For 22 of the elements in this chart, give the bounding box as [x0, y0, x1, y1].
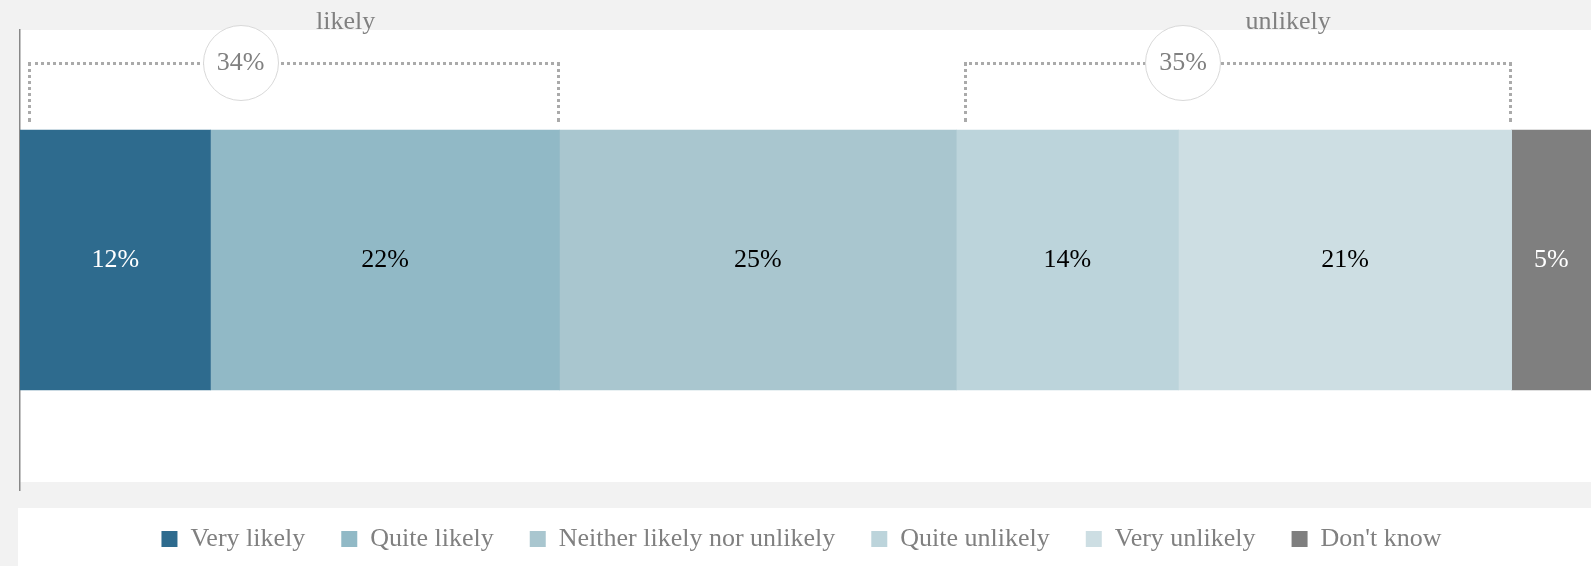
legend-label: Very unlikely	[1114, 522, 1256, 552]
legend-label: Neither likely nor unlikely	[558, 522, 836, 552]
bar	[559, 129, 957, 391]
text: 34%	[216, 47, 265, 77]
data-label: 22%	[361, 243, 409, 273]
legend-label: Quite likely	[370, 522, 494, 552]
text: unlikely	[1245, 6, 1331, 36]
legend-label: Don't know	[1320, 522, 1442, 552]
text: likely	[316, 6, 376, 36]
legend-label: Very likely	[190, 522, 306, 552]
data-label: 25%	[734, 243, 782, 273]
data-label: 21%	[1321, 243, 1369, 273]
data-label: 12%	[91, 243, 140, 273]
bar	[20, 129, 211, 391]
data-label: 14%	[1043, 243, 1092, 273]
legend-label: Quite unlikely	[900, 522, 1050, 552]
text: 35%	[1159, 47, 1208, 77]
bar	[1511, 129, 1591, 391]
data-label: 5%	[1533, 243, 1569, 273]
bar	[1178, 129, 1512, 391]
bar	[955, 129, 1179, 391]
bar	[210, 129, 560, 391]
